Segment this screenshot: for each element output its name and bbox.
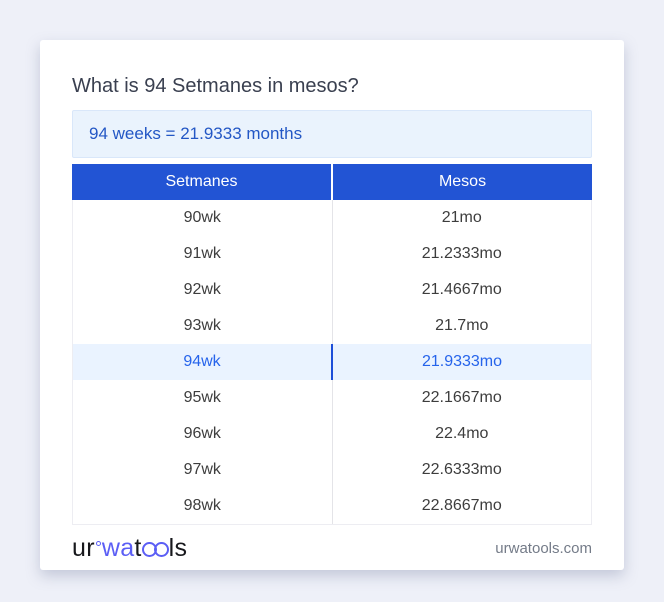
- months-cell: 21mo: [441, 209, 482, 226]
- table-row: 96wk 22.4mo: [73, 416, 591, 452]
- column-header-mesos: Mesos: [438, 173, 487, 190]
- table-row: 95wk 22.1667mo: [73, 380, 591, 416]
- weeks-cell: 97wk: [73, 452, 333, 488]
- months-cell: 21.9333mo: [421, 353, 503, 370]
- months-cell: 21.2333mo: [421, 245, 502, 262]
- table-header-row: Setmanes Mesos: [72, 164, 592, 200]
- logo-text-t: t: [134, 533, 142, 562]
- logo-glasses-icon: [153, 541, 169, 557]
- table-row: 98wk 22.8667mo: [73, 488, 591, 524]
- urwatools-logo[interactable]: ur wat ls: [72, 534, 187, 563]
- weeks-cell: 91wk: [73, 236, 333, 272]
- months-cell: 21.4667mo: [421, 281, 502, 298]
- weeks-cell: 93wk: [73, 308, 333, 344]
- logo-text-ur: ur: [72, 533, 95, 562]
- conversion-result-text: 94 weeks = 21.9333 months: [89, 124, 303, 143]
- months-cell: 22.1667mo: [421, 389, 502, 406]
- weeks-cell: 95wk: [73, 380, 333, 416]
- table-row: 90wk 21mo: [73, 200, 591, 236]
- table-row: 93wk 21.7mo: [73, 308, 591, 344]
- weeks-cell: 92wk: [73, 272, 333, 308]
- column-header-setmanes: Setmanes: [72, 164, 333, 200]
- weeks-cell: 96wk: [73, 416, 333, 452]
- months-cell: 22.8667mo: [421, 497, 502, 514]
- table-row: 92wk 21.4667mo: [73, 272, 591, 308]
- table-row: 97wk 22.6333mo: [73, 452, 591, 488]
- conversion-table: Setmanes Mesos 90wk 21mo 91wk 21.2333mo …: [72, 164, 592, 525]
- conversion-result-box: 94 weeks = 21.9333 months: [72, 110, 592, 158]
- card-footer: ur wat ls urwatools.com: [72, 533, 592, 563]
- converter-card: What is 94 Setmanes in mesos? 94 weeks =…: [40, 40, 624, 570]
- table-row-highlighted: 94wk 21.9333mo: [73, 344, 591, 380]
- months-cell: 21.7mo: [435, 317, 489, 334]
- logo-text-ls: ls: [168, 533, 188, 562]
- weeks-cell: 90wk: [73, 200, 333, 236]
- logo-text-wa: wa: [101, 533, 135, 562]
- table-body: 90wk 21mo 91wk 21.2333mo 92wk 21.4667mo …: [72, 200, 592, 525]
- table-row: 91wk 21.2333mo: [73, 236, 591, 272]
- months-cell: 22.6333mo: [421, 461, 502, 478]
- site-url: urwatools.com: [495, 539, 592, 557]
- weeks-cell: 94wk: [73, 344, 333, 380]
- page-title: What is 94 Setmanes in mesos?: [72, 75, 359, 97]
- months-cell: 22.4mo: [435, 425, 489, 442]
- weeks-cell: 98wk: [73, 488, 333, 524]
- logo-ring-icon: [95, 540, 101, 546]
